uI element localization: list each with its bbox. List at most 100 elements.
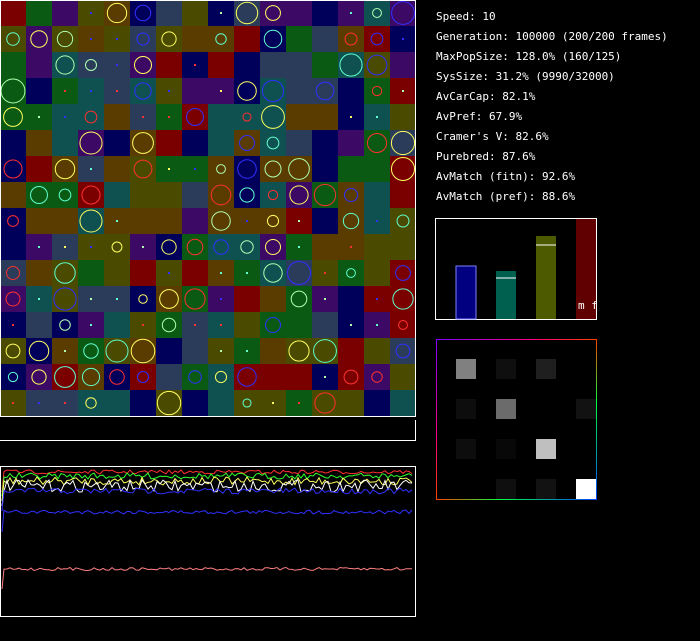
agent-dot xyxy=(298,402,300,404)
agent xyxy=(156,390,182,416)
agent xyxy=(237,159,257,179)
heat-cell xyxy=(456,479,476,499)
cell xyxy=(78,104,104,130)
agent-dot xyxy=(350,324,352,326)
cell xyxy=(104,182,130,208)
cell xyxy=(260,182,286,208)
cell xyxy=(338,260,364,286)
history-plot xyxy=(0,466,416,617)
cell xyxy=(312,208,338,234)
heat-cell xyxy=(576,479,596,499)
agent xyxy=(390,156,416,182)
cell xyxy=(156,234,182,260)
agent xyxy=(240,240,254,254)
cell xyxy=(260,78,286,104)
agent xyxy=(85,397,97,409)
agent xyxy=(84,110,98,124)
agent xyxy=(263,263,283,283)
cell xyxy=(390,286,416,312)
agent xyxy=(242,112,252,122)
cell xyxy=(104,234,130,260)
agent-dot xyxy=(90,246,92,248)
cell xyxy=(130,286,156,312)
cell xyxy=(286,78,312,104)
agent-dot xyxy=(220,324,222,326)
cell xyxy=(182,0,208,26)
agent xyxy=(371,85,383,97)
cell xyxy=(260,312,286,338)
grid-border xyxy=(0,0,416,417)
cell xyxy=(130,260,156,286)
cell xyxy=(156,208,182,234)
agent-dot xyxy=(220,12,222,14)
agent xyxy=(286,260,312,286)
agent xyxy=(3,107,23,127)
agent xyxy=(266,214,280,228)
agent-dot xyxy=(116,90,118,92)
agent xyxy=(0,78,26,104)
cell xyxy=(364,156,390,182)
agent xyxy=(81,367,101,387)
cell xyxy=(390,338,416,364)
cell xyxy=(130,208,156,234)
cell xyxy=(182,26,208,52)
cell xyxy=(234,156,260,182)
agent xyxy=(396,214,410,228)
cell xyxy=(338,208,364,234)
agent xyxy=(390,130,416,156)
cell xyxy=(26,312,52,338)
cell xyxy=(0,208,26,234)
history-lines xyxy=(1,469,413,590)
history-line xyxy=(1,566,413,590)
cell xyxy=(364,26,390,52)
stat-line: Purebred: 87.6% xyxy=(436,150,536,163)
agent-dot xyxy=(38,116,40,118)
history-line xyxy=(1,476,413,502)
agent-dot xyxy=(350,246,352,248)
heat-cell xyxy=(536,359,556,379)
agent xyxy=(3,159,23,179)
cell xyxy=(0,286,26,312)
agent xyxy=(186,108,204,126)
cell xyxy=(130,52,156,78)
cell xyxy=(364,130,390,156)
heat-cell xyxy=(496,479,516,499)
stat-line: Generation: 100000 (200/200 frames) xyxy=(436,30,668,43)
agent xyxy=(395,265,411,281)
cell xyxy=(208,208,234,234)
cell xyxy=(156,390,182,416)
agent xyxy=(31,369,47,385)
agent xyxy=(134,82,152,100)
agent xyxy=(242,398,252,408)
stat-line: AvCarCap: 82.1% xyxy=(436,90,536,103)
agent xyxy=(288,340,310,362)
agent xyxy=(56,30,74,48)
agent-dot xyxy=(12,402,14,404)
agent xyxy=(134,4,152,22)
agent xyxy=(133,55,153,75)
cell xyxy=(364,364,390,390)
cell xyxy=(130,364,156,390)
cell xyxy=(104,104,130,130)
cell xyxy=(52,286,78,312)
agent xyxy=(138,294,148,304)
cell xyxy=(312,52,338,78)
cell xyxy=(364,260,390,286)
cell xyxy=(364,182,390,208)
cell xyxy=(52,0,78,26)
agent-dot xyxy=(220,272,222,274)
cell xyxy=(0,338,26,364)
agent xyxy=(288,158,310,180)
cell xyxy=(26,208,52,234)
agent xyxy=(28,340,50,362)
agent-dot xyxy=(142,324,144,326)
cell xyxy=(208,182,234,208)
cell xyxy=(286,52,312,78)
agent-dot xyxy=(376,116,378,118)
cell xyxy=(312,390,338,416)
cell xyxy=(312,234,338,260)
bars: m f xyxy=(455,219,598,320)
cell xyxy=(286,364,312,390)
cell xyxy=(364,78,390,104)
cell xyxy=(260,260,286,286)
